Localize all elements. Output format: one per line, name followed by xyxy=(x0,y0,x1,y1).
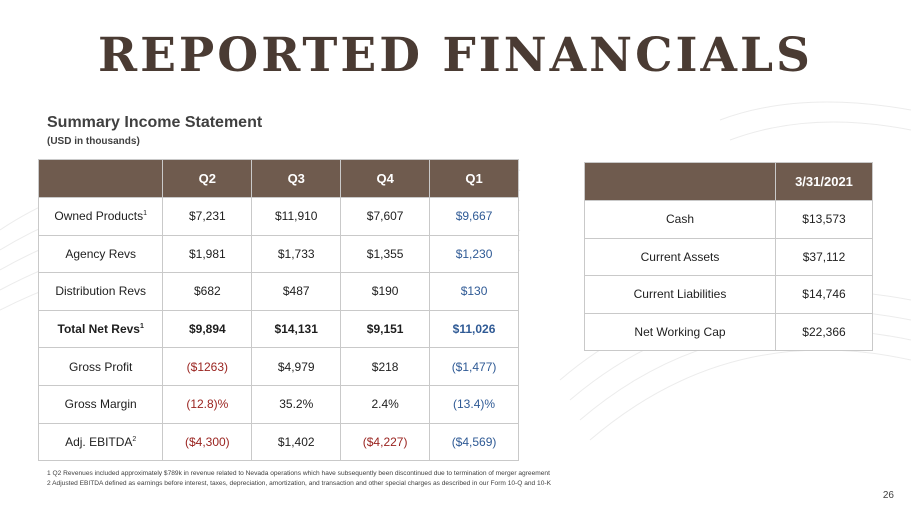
row-label: Total Net Revs1 xyxy=(37,309,164,349)
table-cell: $9,151 xyxy=(340,309,431,349)
table-cell: $4,979 xyxy=(251,347,342,386)
row-label: Distribution Revs xyxy=(37,272,164,311)
page-title: REPORTED FINANCIALS xyxy=(98,28,813,83)
table-cell: $682 xyxy=(162,272,253,311)
income-statement-table: Q2 Q3 Q4 Q1 Owned Products1 $7,231 $11,9… xyxy=(37,159,519,462)
table-cell: $1,402 xyxy=(251,422,342,462)
row-label: Agency Revs xyxy=(37,234,164,274)
table-cell: $1,981 xyxy=(162,234,253,274)
table-cell: $1,355 xyxy=(340,234,431,274)
table-header-row: Q2 Q3 Q4 Q1 xyxy=(37,159,519,198)
page-number: 26 xyxy=(882,490,894,501)
table-row: Agency Revs $1,981 $1,733 $1,355 $1,230 xyxy=(37,234,519,274)
table-cell: $11,026 xyxy=(429,309,519,349)
table-cell: $9,894 xyxy=(162,309,253,349)
row-label: Owned Products1 xyxy=(37,197,164,236)
row-label: Cash xyxy=(584,200,776,239)
table-cell: (12.8)% xyxy=(162,384,253,424)
table-cell: ($4,300) xyxy=(162,422,253,462)
table-cell: $37,112 xyxy=(775,237,873,277)
table-cell: ($4,569) xyxy=(429,422,519,462)
row-label: Gross Margin xyxy=(37,384,164,424)
table-header-row: 3/31/2021 xyxy=(584,162,873,201)
footnote: 2 Adjusted EBITDA defined as earnings be… xyxy=(47,480,551,487)
header-cell: Q3 xyxy=(251,159,342,198)
table-row: Gross Margin (12.8)% 35.2% 2.4% (13.4)% xyxy=(37,384,519,424)
table-cell: $7,607 xyxy=(340,197,431,236)
table-row: Distribution Revs $682 $487 $190 $130 xyxy=(37,272,519,311)
footnote: 1 Q2 Revenues included approximately $78… xyxy=(47,470,550,477)
table-cell: $11,910 xyxy=(251,197,342,236)
header-cell: Q2 xyxy=(162,159,253,198)
table-cell: $9,667 xyxy=(429,197,519,236)
section-title: Summary Income Statement xyxy=(47,114,263,131)
table-cell: $22,366 xyxy=(775,312,873,352)
table-cell: $487 xyxy=(251,272,342,311)
table-row-total: Total Net Revs1 $9,894 $14,131 $9,151 $1… xyxy=(37,309,519,349)
table-cell: ($1263) xyxy=(162,347,253,386)
table-row: Gross Profit ($1263) $4,979 $218 ($1,477… xyxy=(37,347,519,386)
header-cell: 3/31/2021 xyxy=(775,162,873,201)
table-row: Net Working Cap $22,366 xyxy=(584,312,873,352)
header-cell: Q4 xyxy=(340,159,431,198)
footnotes: 1 Q2 Revenues included approximately $78… xyxy=(47,469,551,489)
table-row: Current Liabilities $14,746 xyxy=(584,275,873,314)
row-label: Adj. EBITDA2 xyxy=(37,422,164,462)
table-cell: $14,131 xyxy=(251,309,342,349)
row-label: Gross Profit xyxy=(37,347,164,386)
header-cell xyxy=(37,159,164,198)
table-row: Owned Products1 $7,231 $11,910 $7,607 $9… xyxy=(37,197,519,236)
table-row: Adj. EBITDA2 ($4,300) $1,402 ($4,227) ($… xyxy=(37,422,519,462)
table-cell: ($1,477) xyxy=(429,347,519,386)
table-cell: $7,231 xyxy=(162,197,253,236)
table-cell: $190 xyxy=(340,272,431,311)
row-label: Current Liabilities xyxy=(584,275,776,314)
table-cell: 35.2% xyxy=(251,384,342,424)
table-cell: (13.4)% xyxy=(429,384,519,424)
header-cell: Q1 xyxy=(429,159,519,198)
table-cell: ($4,227) xyxy=(340,422,431,462)
header-cell xyxy=(584,162,776,201)
table-cell: $218 xyxy=(340,347,431,386)
table-row: Current Assets $37,112 xyxy=(584,237,873,277)
table-cell: $13,573 xyxy=(775,200,873,239)
table-cell: $130 xyxy=(429,272,519,311)
table-cell: $14,746 xyxy=(775,275,873,314)
units-note: (USD in thousands) xyxy=(47,136,140,147)
table-cell: $1,733 xyxy=(251,234,342,274)
table-cell: 2.4% xyxy=(340,384,431,424)
table-row: Cash $13,573 xyxy=(584,200,873,239)
balance-sheet-table: 3/31/2021 Cash $13,573 Current Assets $3… xyxy=(584,162,873,352)
row-label: Current Assets xyxy=(584,237,776,277)
row-label: Net Working Cap xyxy=(584,312,776,352)
table-cell: $1,230 xyxy=(429,234,519,274)
